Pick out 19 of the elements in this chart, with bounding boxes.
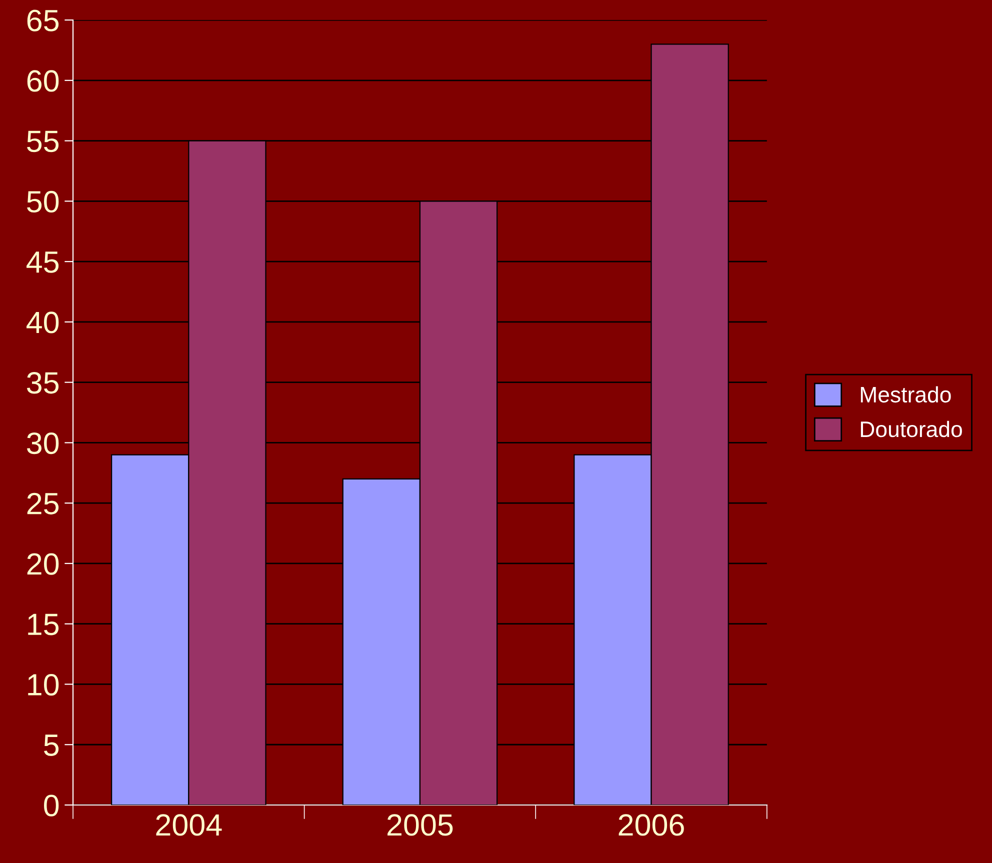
y-tick-label: 45 [26, 252, 59, 273]
y-tick-label: 65 [27, 10, 59, 32]
x-tick-label: 2004 [156, 814, 222, 836]
y-tick-label: 55 [27, 130, 59, 152]
y-tick-label: 40 [26, 312, 59, 334]
x-tick-label: 2005 [388, 814, 453, 836]
y-tick-label: 20 [27, 553, 59, 575]
y-tick-label: 60 [27, 70, 59, 92]
x-tick-label: 2006 [618, 814, 684, 836]
legend-label: Mestrado [860, 386, 951, 403]
y-tick-label: 5 [44, 734, 59, 756]
y-tick-label: 10 [28, 674, 59, 696]
y-tick-label: 35 [27, 372, 59, 394]
y-tick-label: 15 [28, 614, 59, 636]
y-tick-label: 50 [27, 190, 59, 213]
y-tick-label: 25 [27, 492, 59, 514]
y-tick-label: 30 [27, 432, 59, 454]
legend-label: Doutorado [860, 420, 962, 438]
y-tick-label: 0 [44, 794, 59, 816]
